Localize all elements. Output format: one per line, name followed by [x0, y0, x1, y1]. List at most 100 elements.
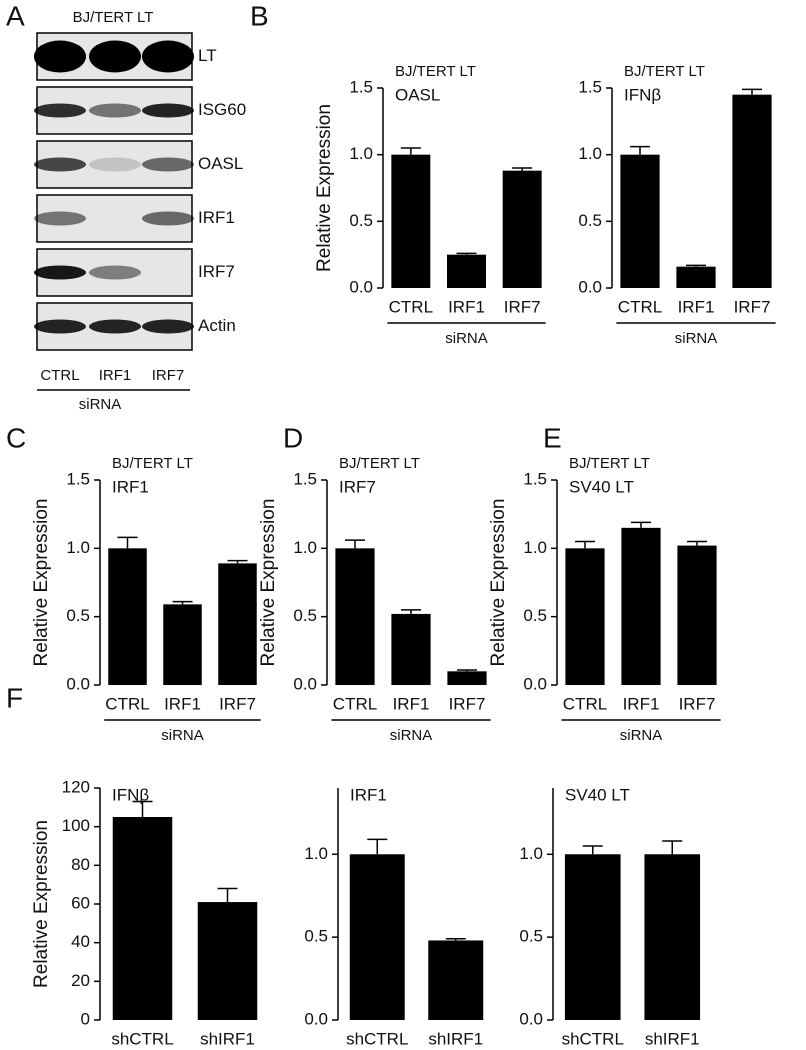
- y-tick-label: 1.5: [523, 469, 547, 488]
- y-tick-label: 0.0: [523, 674, 547, 693]
- error-bar: [575, 540, 595, 549]
- bar: [335, 548, 375, 685]
- x-tick-label: IRF7: [449, 694, 486, 713]
- error-bar: [631, 521, 651, 528]
- chart-title: IRF7: [339, 477, 376, 496]
- group-label: siRNA: [390, 727, 433, 744]
- x-tick-label: IRF1: [164, 694, 201, 713]
- group-label: siRNA: [79, 396, 122, 413]
- y-tick-label: 40: [71, 932, 90, 951]
- y-tick-label: 1.5: [349, 77, 373, 96]
- y-tick-label: 1.0: [349, 144, 373, 163]
- error-bar: [445, 938, 466, 941]
- x-tick-label: CTRL: [333, 694, 377, 713]
- y-axis-label: Relative Expression: [488, 499, 509, 667]
- y-tick-label: 0.0: [349, 277, 373, 296]
- bar: [163, 604, 202, 685]
- error-bar: [117, 536, 138, 549]
- group-label: siRNA: [620, 727, 663, 744]
- y-tick-label: 1.5: [293, 469, 317, 488]
- y-tick-label: 1.0: [519, 844, 543, 863]
- error-bar: [400, 147, 421, 155]
- x-tick-label: shCTRL: [346, 1029, 408, 1048]
- y-tick-label: 0: [81, 1009, 90, 1028]
- x-tick-label: shIRF1: [645, 1029, 700, 1048]
- bar: [108, 548, 147, 685]
- lane-label: IRF1: [99, 367, 132, 384]
- x-tick-label: IRF1: [623, 694, 660, 713]
- y-tick-label: 1.5: [578, 77, 602, 96]
- cell-line: BJ/TERT LT: [73, 9, 154, 26]
- chart-title: SV40 LT: [565, 785, 630, 804]
- group-label: siRNA: [161, 727, 204, 744]
- error-bar: [401, 609, 421, 614]
- bar: [218, 563, 257, 685]
- chart-title: IFNβ: [624, 85, 661, 104]
- x-tick-label: IRF1: [393, 694, 430, 713]
- x-tick-label: IRF1: [448, 297, 485, 316]
- y-tick-label: 0.0: [66, 674, 90, 693]
- blot-band: [34, 157, 86, 172]
- bar: [644, 854, 701, 1020]
- y-tick-label: 80: [71, 855, 90, 874]
- y-tick-label: 60: [71, 893, 90, 912]
- blot-band: [142, 103, 194, 118]
- bar: [620, 154, 660, 288]
- band-label: IRF1: [198, 208, 235, 227]
- bar: [732, 94, 772, 289]
- x-tick-label: shIRF1: [428, 1029, 483, 1048]
- blot-band: [34, 40, 86, 73]
- y-tick-label: 0.5: [523, 606, 547, 625]
- y-tick-label: 120: [62, 777, 90, 796]
- blot-band: [89, 265, 141, 280]
- x-tick-label: IRF1: [678, 297, 715, 316]
- y-tick-label: 0.5: [293, 606, 317, 625]
- chart-title: OASL: [395, 85, 440, 104]
- error-bar: [512, 167, 533, 171]
- y-tick-label: 0.5: [578, 211, 602, 230]
- error-bar: [172, 600, 193, 605]
- blot-band: [34, 103, 86, 118]
- group-label: siRNA: [445, 330, 488, 347]
- blot-band: [89, 40, 141, 73]
- panel-letter: A: [6, 0, 25, 31]
- y-tick-label: 1.0: [304, 844, 328, 863]
- chart-title: SV40 LT: [569, 477, 634, 496]
- x-tick-label: shCTRL: [562, 1029, 624, 1048]
- band-label: LT: [198, 46, 217, 65]
- error-bar: [456, 252, 477, 255]
- y-axis-label: Relative Expression: [258, 499, 279, 667]
- band-label: IRF7: [198, 262, 235, 281]
- y-tick-label: 0.0: [293, 674, 317, 693]
- panel-letter: B: [250, 0, 269, 31]
- bar: [349, 854, 405, 1020]
- error-bar: [662, 840, 683, 855]
- error-bar: [345, 539, 365, 549]
- blot-band: [34, 319, 86, 334]
- chart-title: IFNβ: [112, 785, 149, 804]
- y-tick-label: 20: [71, 971, 90, 990]
- blot-band: [142, 319, 194, 334]
- y-tick-label: 100: [62, 816, 90, 835]
- y-axis-label: Relative Expression: [31, 820, 52, 988]
- error-bar: [132, 800, 153, 817]
- bar: [391, 613, 431, 685]
- bar: [502, 170, 542, 288]
- bar: [112, 817, 173, 1020]
- cell-line: BJ/TERT LT: [569, 455, 650, 472]
- panel-letter: F: [6, 682, 23, 713]
- panel-letter: E: [543, 422, 562, 453]
- x-tick-label: CTRL: [563, 694, 607, 713]
- cell-line: BJ/TERT LT: [339, 455, 420, 472]
- x-tick-label: IRF7: [219, 694, 256, 713]
- cell-line: BJ/TERT LT: [112, 455, 193, 472]
- error-bar: [742, 88, 762, 95]
- error-bar: [687, 540, 707, 546]
- bar: [197, 902, 258, 1020]
- band-label: OASL: [198, 154, 243, 173]
- bar: [565, 548, 605, 685]
- y-tick-label: 0.0: [578, 277, 602, 296]
- bar: [391, 154, 431, 288]
- y-tick-label: 1.0: [66, 538, 90, 557]
- error-bar: [582, 845, 603, 855]
